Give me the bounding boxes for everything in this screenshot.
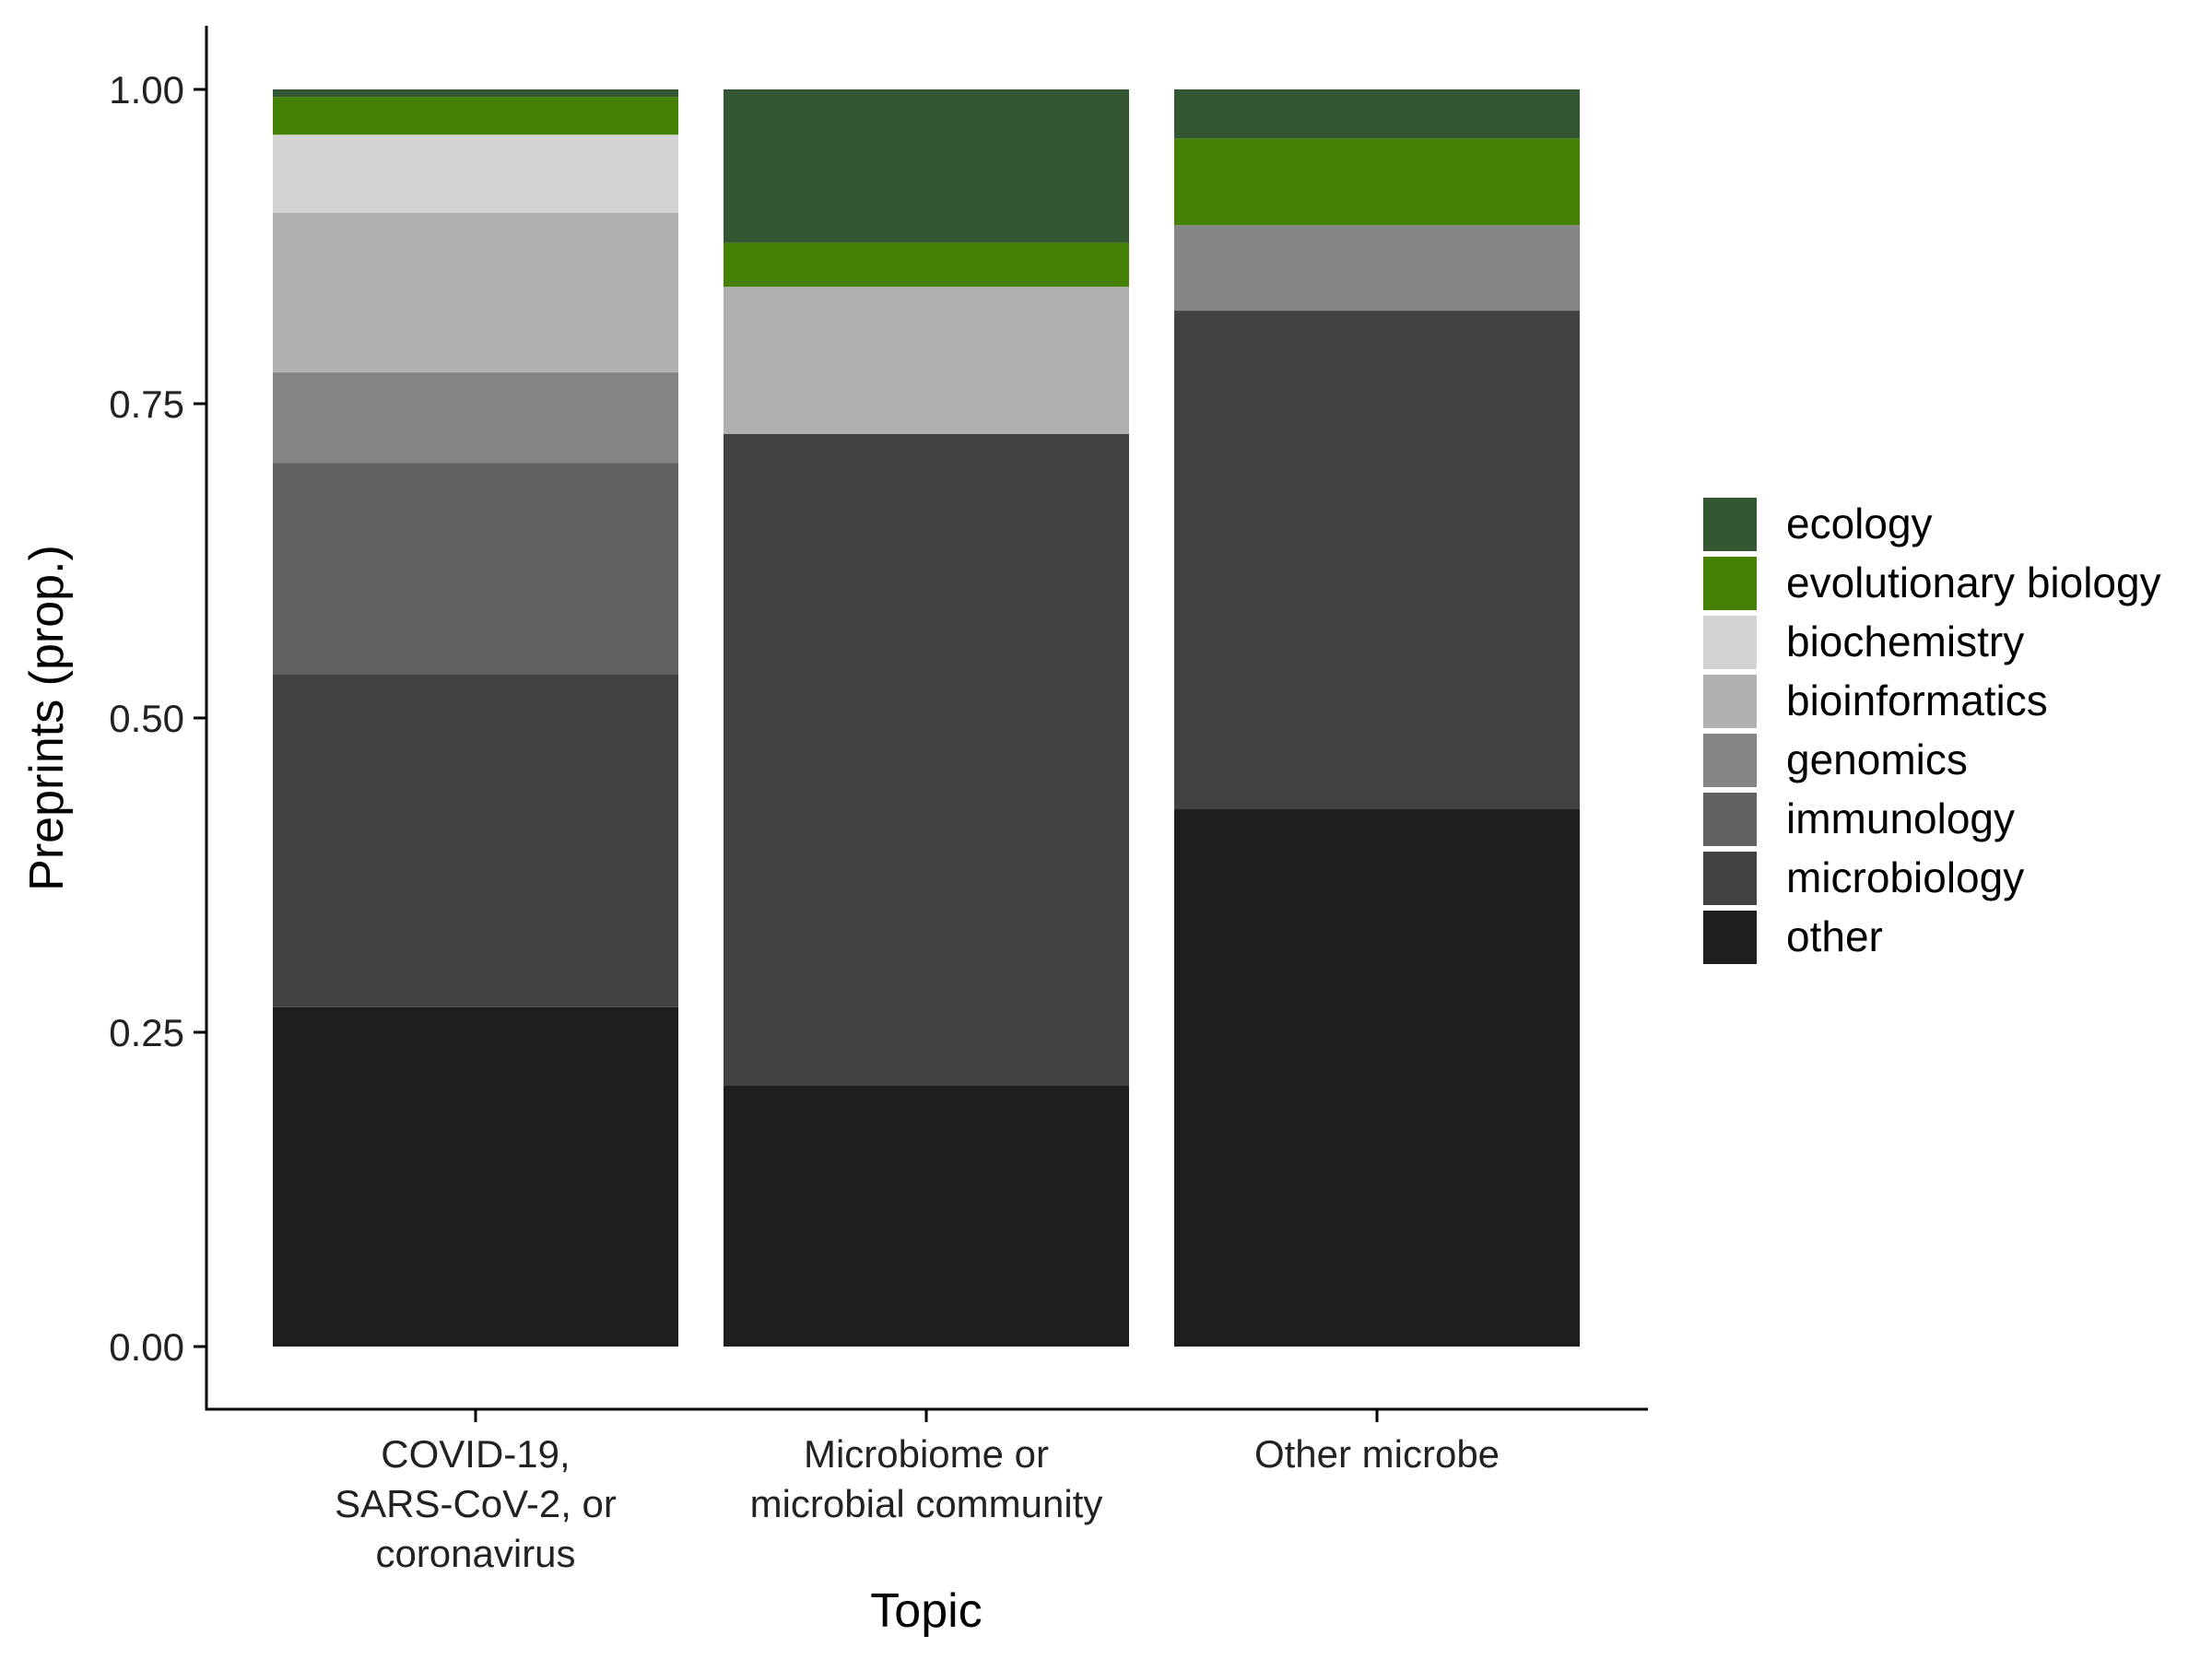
x-tick-label-line: coronavirus (375, 1532, 575, 1575)
legend-label-microbiology: microbiology (1786, 853, 2024, 901)
legend-label-evolutionary-biology: evolutionary biology (1786, 559, 2161, 606)
x-tick-label-line: Microbiome or (804, 1432, 1049, 1476)
bar-segment-evolutionary-biology (724, 242, 1129, 288)
x-tick-label-line: SARS-CoV-2, or (335, 1482, 617, 1525)
legend-swatch-ecology (1703, 498, 1757, 551)
legend-label-bioinformatics: bioinformatics (1786, 677, 2048, 724)
legend-label-other: other (1786, 912, 1883, 960)
legend-swatch-bioinformatics (1703, 675, 1757, 728)
legend: ecology evolutionary biology biochemistry b… (1703, 498, 2161, 964)
y-axis-title: Preprints (prop.) (20, 545, 74, 891)
x-tick-label-line: COVID-19, (381, 1432, 570, 1476)
legend-swatch-immunology (1703, 793, 1757, 846)
legend-swatch-evolutionary-biology (1703, 557, 1757, 610)
bar-segment-other (724, 1085, 1129, 1347)
bar-segment-evolutionary-biology (1174, 138, 1580, 226)
bar-segment-immunology (273, 463, 678, 675)
legend-swatch-other (1703, 911, 1757, 964)
x-tick-label-line: Other microbe (1254, 1432, 1500, 1476)
bar-segment-genomics (273, 371, 678, 464)
y-tick-label: 1.00 (109, 68, 184, 112)
x-tick-label: Microbiome or microbial community (750, 1432, 1103, 1525)
x-axis-title: Topic (870, 1584, 982, 1638)
y-tick-label: 0.50 (109, 697, 184, 740)
legend-label-biochemistry: biochemistry (1786, 618, 2024, 665)
legend-label-immunology: immunology (1786, 794, 2015, 842)
bar-segment-other (1174, 808, 1580, 1347)
x-tick-label-line: microbial community (750, 1482, 1103, 1525)
bar-segment-ecology (273, 89, 678, 98)
bar-segment-biochemistry (273, 135, 678, 213)
legend-swatch-genomics (1703, 734, 1757, 787)
bar-segment-other (273, 1006, 678, 1347)
x-ticks-group: COVID-19, SARS-CoV-2, or coronavirus Microb… (335, 1409, 1500, 1575)
bar-segment-genomics (1174, 225, 1580, 312)
legend-label-genomics: genomics (1786, 735, 1968, 783)
bar-segment-microbiology (724, 433, 1129, 1086)
y-tick-label: 0.25 (109, 1011, 184, 1054)
bar-segment-bioinformatics (724, 287, 1129, 434)
bar-segment-microbiology (273, 674, 678, 1007)
bar-segment-evolutionary-biology (273, 97, 678, 135)
bar-segment-microbiology (1174, 311, 1580, 809)
x-tick-label: Other microbe (1254, 1432, 1500, 1476)
bar-segment-ecology (724, 89, 1129, 243)
legend-swatch-biochemistry (1703, 616, 1757, 669)
legend-label-ecology: ecology (1786, 500, 1933, 547)
x-tick-label: COVID-19, SARS-CoV-2, or coronavirus (335, 1432, 617, 1575)
bar-segment-bioinformatics (273, 212, 678, 372)
legend-swatch-microbiology (1703, 852, 1757, 905)
y-tick-label: 0.75 (109, 382, 184, 426)
y-ticks-group: 0.00 0.25 0.50 0.75 1.00 (109, 68, 206, 1369)
bars-group (273, 89, 1580, 1347)
bar-segment-ecology (1174, 89, 1580, 139)
y-tick-label: 0.00 (109, 1325, 184, 1369)
